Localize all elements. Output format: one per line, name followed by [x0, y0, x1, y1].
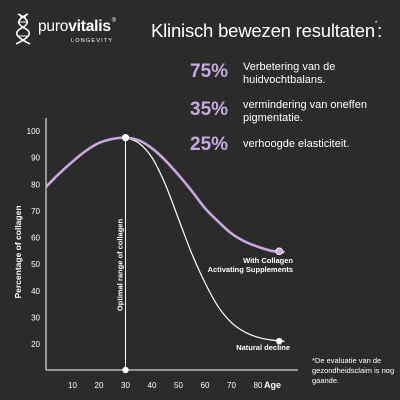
series-label-natural-decline: Natural decline — [236, 343, 290, 352]
stat-text: Verbetering van de huidvochtbalans. — [243, 61, 336, 86]
stat-row-moisture: 75% Verbetering van de huidvochtbalans. — [190, 61, 395, 91]
stat-value: 35% — [190, 99, 229, 120]
y-axis-label: Percentage of collagen — [13, 205, 23, 298]
series-line-with-supplements — [45, 136, 285, 254]
x-tick-label: 60 — [201, 381, 210, 390]
peak-point — [121, 134, 130, 142]
optimal-range-base-point — [122, 366, 129, 374]
y-tick-label: 90 — [31, 154, 40, 163]
stat-row-pigmentation: 35% vermindering van oneffen pigmentatie… — [190, 99, 395, 129]
x-tick-label: 10 — [68, 381, 77, 390]
footnote: *De evaluatie van de gezondheidsclaim is… — [312, 356, 395, 385]
series-end-point-with-supplements — [275, 247, 284, 256]
brand-logo: purovitalis® LONGEVITY — [14, 12, 144, 46]
dna-helix-icon — [15, 13, 31, 45]
x-tick-label: 20 — [95, 381, 104, 390]
y-tick-label: 100 — [27, 127, 41, 136]
x-tick-label: 80 — [254, 381, 263, 390]
brand-name-bold: vitalis — [68, 18, 111, 35]
y-tick-label: 60 — [31, 234, 40, 243]
x-tick-label: 30 — [121, 381, 130, 390]
stat-value: 75% — [190, 61, 229, 82]
brand-tagline: LONGEVITY — [71, 38, 114, 44]
brand-name-light: puro — [38, 18, 69, 35]
x-tick-label: 70 — [227, 381, 236, 390]
stat-text: verhoogde elasticiteit. — [243, 138, 350, 150]
series-end-point-natural-decline — [276, 337, 283, 345]
x-tick-label: 40 — [148, 381, 157, 390]
x-axis-label: Age — [264, 380, 281, 390]
stat-row-elasticity: 25% verhoogde elasticiteit. — [190, 134, 395, 164]
y-tick-label: 50 — [31, 260, 40, 269]
brand-name: purovitalis® — [38, 18, 116, 36]
page-headline: Klinisch bewezen resultaten*: — [151, 20, 383, 41]
series-label-with-supplements: With Collagen Activating Supplements — [208, 256, 294, 274]
series-label-line: With Collagen — [243, 256, 293, 265]
headline-text: Klinisch bewezen resultaten — [151, 20, 375, 41]
stat-text: vermindering van oneffen pigmentatie. — [243, 99, 367, 124]
series-label-line: Activating Supplements — [208, 265, 293, 274]
x-tick-label: 50 — [174, 381, 183, 390]
series-line-natural-decline — [125, 137, 285, 342]
annotation-label: Optimal range of collagen — [116, 219, 125, 312]
headline-asterisk: * — [374, 21, 378, 27]
registered-mark: ® — [111, 18, 117, 24]
y-tick-label: 80 — [31, 180, 40, 189]
y-tick-label: 30 — [31, 313, 40, 322]
y-tick-label: 40 — [31, 287, 40, 296]
y-tick-label: 70 — [31, 207, 40, 216]
y-tick-label: 20 — [31, 340, 40, 349]
stat-value: 25% — [190, 134, 229, 155]
